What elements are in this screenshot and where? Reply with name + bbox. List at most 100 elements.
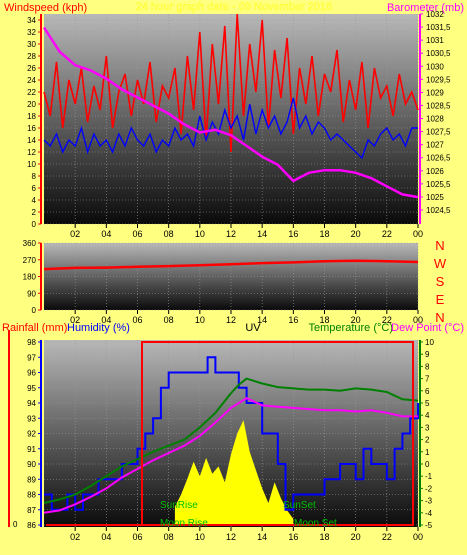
x-tick-label: 02 (70, 315, 80, 325)
x-tick-label: 00 (413, 315, 423, 325)
uv-axis-label: UV (245, 322, 261, 334)
y-tick-label: 88 (27, 491, 36, 500)
temp-ticks: 0 86878889909192939495969798-5-4-3-2-1012… (8, 330, 434, 542)
x-tick-label: 18 (319, 229, 329, 239)
y-right-tick-label: 4 (425, 411, 430, 420)
y-right-tick-label: -3 (425, 497, 433, 506)
x-tick-label: 10 (195, 315, 205, 325)
wind-direction-line (43, 259, 419, 271)
y-right-tick-label: -2 (425, 484, 433, 493)
x-tick-label: 22 (382, 315, 392, 325)
x-tick-label: 18 (319, 315, 329, 325)
x-tick-label: 22 (382, 532, 392, 542)
compass-label: S (436, 274, 445, 289)
y-tick-label: 98 (27, 338, 36, 347)
y-tick-label: 30 (27, 40, 36, 49)
y-right-tick-label: 2 (425, 436, 430, 445)
temp-series (43, 356, 419, 525)
x-tick-label: 02 (70, 532, 80, 542)
x-tick-label: 20 (351, 315, 361, 325)
y-tick-label: 92 (27, 430, 36, 439)
y-tick-label: 89 (27, 475, 36, 484)
y-right-tick-label: 8 (425, 362, 430, 371)
y-right-tick-label: 5 (425, 399, 430, 408)
x-tick-label: 08 (164, 229, 174, 239)
compass-label: E (436, 292, 445, 307)
x-tick-label: 14 (257, 229, 267, 239)
rain-tick-label: 0 (13, 520, 18, 529)
baro-tick-label: 1031,5 (426, 23, 451, 32)
x-tick-label: 22 (382, 229, 392, 239)
y-tick-label: 2 (32, 208, 37, 217)
x-tick-label: 12 (226, 532, 236, 542)
y-tick-label: 10 (27, 160, 36, 169)
y-tick-label: 86 (27, 521, 36, 530)
baro-tick-label: 1027 (426, 141, 444, 150)
baro-tick-label: 1031 (426, 36, 444, 45)
x-tick-label: 10 (195, 229, 205, 239)
x-tick-label: 12 (226, 315, 236, 325)
y-tick-label: 95 (27, 384, 36, 393)
y-right-tick-label: 3 (425, 423, 430, 432)
y-tick-label: 93 (27, 414, 36, 423)
y-tick-label: 87 (27, 506, 36, 515)
baro-tick-label: 1029,5 (426, 75, 451, 84)
x-tick-label: 16 (288, 315, 298, 325)
y-tick-label: 14 (27, 136, 36, 145)
graph-title: 24 hour graph date - 09 November 2016 (136, 1, 332, 13)
baro-tick-label: 1025,5 (426, 180, 451, 189)
temp-humidity-panel: 0 86878889909192939495969798-5-4-3-2-1012… (2, 322, 464, 542)
y-right-tick-label: 7 (425, 375, 430, 384)
x-tick-label: 14 (257, 315, 267, 325)
x-tick-label: 00 (413, 229, 423, 239)
y-right-tick-label: -4 (425, 509, 433, 518)
y-tick-label: 360 (23, 239, 37, 248)
x-tick-label: 20 (351, 229, 361, 239)
y-tick-label: 8 (32, 172, 37, 181)
sunrise-label: SunRise (160, 500, 198, 511)
y-tick-label: 270 (23, 256, 37, 265)
y-tick-label: 90 (27, 460, 36, 469)
compass-label: N (435, 310, 444, 325)
wind-baro-panel: 02468101214161820222426283032341024,5102… (4, 1, 464, 239)
x-tick-label: 02 (70, 229, 80, 239)
x-tick-label: 14 (257, 532, 267, 542)
uv-area (174, 420, 294, 525)
baro-tick-label: 1029 (426, 88, 444, 97)
x-tick-label: 04 (101, 315, 111, 325)
dewpoint-axis-label: Dew Point (°C) (391, 322, 464, 334)
y-tick-label: 180 (23, 273, 37, 282)
y-tick-label: 91 (27, 445, 36, 454)
daylight-box (141, 341, 414, 526)
y-right-tick-label: 1 (425, 448, 430, 457)
y-tick-label: 6 (32, 184, 37, 193)
y-right-tick-label: 6 (425, 387, 430, 396)
y-tick-label: 96 (27, 369, 36, 378)
y-tick-label: 34 (27, 16, 36, 25)
barometer-line (42, 26, 419, 199)
y-tick-label: 12 (27, 148, 36, 157)
y-right-tick-label: 9 (425, 350, 430, 359)
x-tick-label: 06 (132, 229, 142, 239)
direction-series (43, 259, 419, 271)
wind-ticks: 02468101214161820222426283032341024,5102… (27, 10, 451, 239)
windspeed-line (43, 13, 419, 153)
rainfall-axis-label: Rainfall (mm) (2, 322, 67, 334)
baro-tick-label: 1030 (426, 62, 444, 71)
y-right-tick-label: 10 (425, 338, 434, 347)
baro-tick-label: 1028 (426, 115, 444, 124)
baro-tick-label: 1025 (426, 193, 444, 202)
baro-tick-label: 1026,5 (426, 154, 451, 163)
y-right-tick-label: -5 (425, 521, 433, 530)
x-tick-label: 06 (132, 315, 142, 325)
windspeed-axis-label: Windspeed (kph) (4, 2, 87, 14)
x-tick-label: 08 (164, 532, 174, 542)
y-tick-label: 90 (27, 289, 36, 298)
baro-tick-label: 1032 (426, 10, 444, 19)
x-tick-label: 08 (164, 315, 174, 325)
x-tick-label: 16 (288, 532, 298, 542)
x-tick-label: 12 (226, 229, 236, 239)
compass-label: W (434, 256, 447, 271)
